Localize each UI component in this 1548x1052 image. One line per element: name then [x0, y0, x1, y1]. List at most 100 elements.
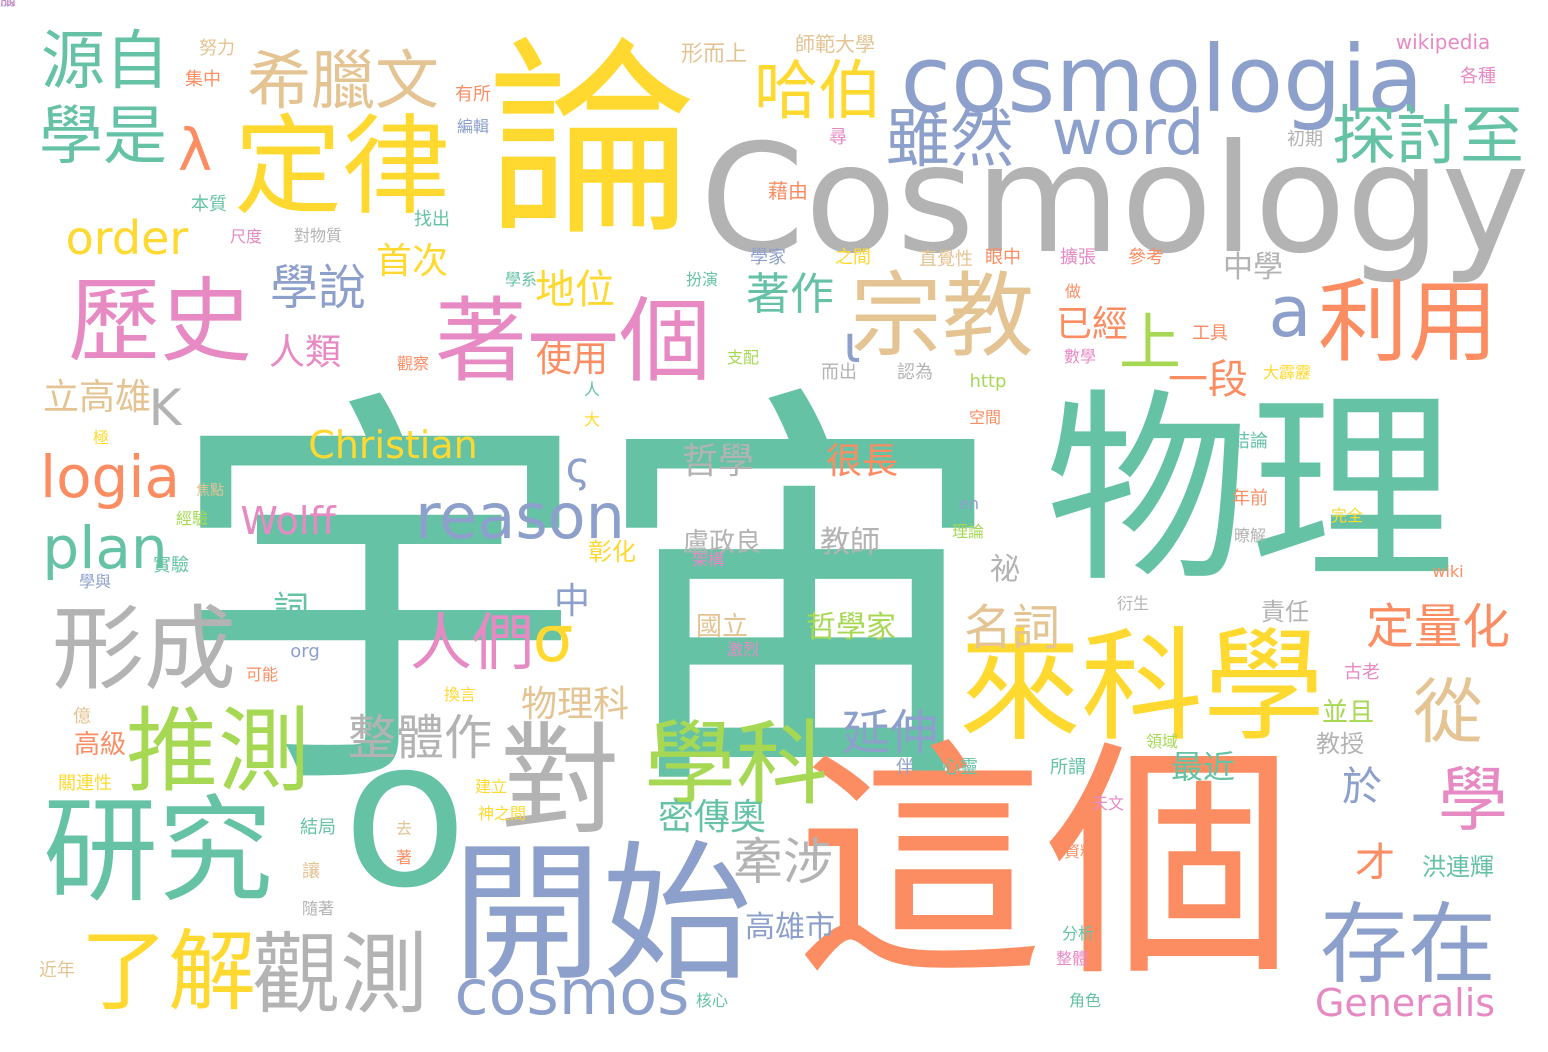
word-term-74: 高級 [73, 730, 127, 760]
word-term-131: 衍生 [1116, 594, 1150, 613]
word-term-66: 牽涉 [733, 833, 833, 891]
word-term-15: 形成 [51, 596, 237, 703]
word-term-65: 密傳奧 [657, 797, 767, 838]
word-term-71: 中學 [1223, 250, 1283, 285]
word-term-129: 實驗 [153, 555, 189, 576]
word-term-135: 可能 [245, 665, 279, 684]
word-term-115: 人 [583, 380, 601, 399]
word-term-25: 哈伯 [754, 55, 882, 129]
word-term-64: 物理科 [520, 684, 630, 725]
word-cosmologia: cosmologia [900, 26, 1424, 133]
word-term-46: σ [532, 603, 574, 677]
word-term-21: 存在 [1319, 893, 1497, 996]
word-term-49: ς [565, 443, 591, 492]
word-term-86: 努力 [199, 38, 235, 59]
word-term-155: 核心 [695, 991, 729, 1010]
word-term-83: 師範大學 [795, 32, 875, 56]
word-term-98: 學家 [750, 247, 786, 268]
word-term-89: 有所 [455, 84, 491, 105]
word-term-12: 宗教 [849, 263, 1035, 370]
word-term-72: 祕 [990, 552, 1020, 587]
word-term-77: 哲學家 [806, 610, 896, 645]
word-term-94: 本質 [191, 194, 227, 215]
word-term-69: 最近 [1170, 748, 1236, 786]
word-en: en [959, 494, 979, 513]
word-cosmology: Cosmology [700, 113, 1530, 287]
word-term-43: 名詞 [963, 600, 1061, 656]
word-term-9: 研究 [42, 784, 274, 919]
word-k: K [148, 379, 182, 437]
word-term-138: 領域 [1145, 732, 1179, 751]
word-term-101: 眼中 [985, 247, 1021, 268]
word-term-120: 焦點 [196, 483, 224, 499]
word-term-104: 學系 [504, 270, 538, 289]
word-term-113: 觀察 [396, 354, 430, 373]
word-wiki: wiki [1432, 562, 1464, 581]
word-plan: plan [42, 514, 168, 582]
word-term-2: 這個 [795, 719, 1295, 1010]
word-term-106: 做 [1064, 282, 1082, 301]
word-term-114: 數學 [1063, 347, 1097, 366]
word-word: word [1051, 96, 1205, 169]
word-term-79: 彰化 [588, 538, 636, 566]
word-term-8: 對 [500, 712, 620, 851]
word-logia: logia [39, 443, 181, 511]
word-term-10: 定律 [233, 105, 451, 230]
word-term-107: 工具 [1192, 323, 1228, 344]
word-term-96: 尺度 [229, 227, 263, 246]
word-term-116: 大 [583, 410, 601, 429]
word-term-95: 找出 [414, 209, 450, 230]
word-term-28: 探討至 [1332, 100, 1524, 174]
word-term-47: λ [177, 116, 213, 184]
word-term-88: 各種 [1460, 66, 1496, 87]
word-term-90: 編輯 [456, 117, 490, 136]
word-term-80: 責任 [1261, 598, 1309, 626]
word-wikipedia: wikipedia [1395, 30, 1491, 54]
word-term-92: 初期 [1287, 129, 1323, 150]
word-term-133: 激烈 [726, 640, 760, 659]
word-term-109: 而出 [821, 362, 857, 383]
word-term-19: 觀測 [251, 923, 429, 1026]
word-term-156: 角色 [1068, 991, 1102, 1010]
word-term-13: 著一個 [434, 288, 712, 395]
word-term-23: 源自 [41, 25, 169, 99]
word-term-134: 古老 [1344, 662, 1380, 683]
word-term-139: 關連性 [58, 773, 112, 794]
word-term-126: 暸解 [1233, 526, 1267, 545]
word-christian: Christian [308, 423, 478, 467]
word-term-147: 去 [395, 819, 413, 838]
word-term-68: 才 [1355, 840, 1395, 886]
word-term-102: 擴張 [1060, 247, 1096, 268]
word-http: http [969, 371, 1007, 392]
word-term-75: 盧政良 [682, 528, 762, 558]
word-term-148: 著 [395, 848, 413, 867]
word-term-140: 伴 [896, 757, 914, 778]
word-term-144: 神之間 [477, 804, 527, 823]
word-term-149: 資料 [1063, 842, 1097, 861]
word-term-141: 心靈 [942, 757, 978, 778]
word-term-152: 分析 [1061, 924, 1095, 943]
word-org: org [290, 641, 320, 662]
word-term-153: 整體 [1055, 949, 1089, 968]
word-term-137: 億 [73, 706, 91, 727]
word-wolff: Wolff [240, 499, 336, 543]
word-term-17: 學科 [643, 711, 829, 818]
word-term-119: 極 [92, 428, 110, 447]
word-term-143: 建立 [474, 777, 508, 796]
word-term-154: 近年 [39, 960, 75, 981]
word-term-62: 詞 [272, 590, 310, 631]
word-term-123: 理論 [951, 522, 985, 541]
word-term-67: 於 [1342, 764, 1382, 810]
word-term-128: 學與 [78, 572, 112, 591]
word-term-44: 延伸 [841, 705, 939, 761]
word-term-81: 教授 [1316, 730, 1364, 758]
word-term-32: 從 [1413, 671, 1483, 753]
word-term-91: 尋 [829, 127, 847, 148]
word-cosmos: cosmos [454, 956, 690, 1029]
word-term-58: 立高雄 [42, 377, 152, 418]
word-term-18: 利用 [1318, 270, 1498, 375]
word-term-0: 宇宙 [170, 355, 1010, 844]
word-term-51: 著作 [746, 269, 834, 320]
word-a: a [1268, 271, 1312, 353]
word-term-76: 教師 [820, 525, 880, 560]
